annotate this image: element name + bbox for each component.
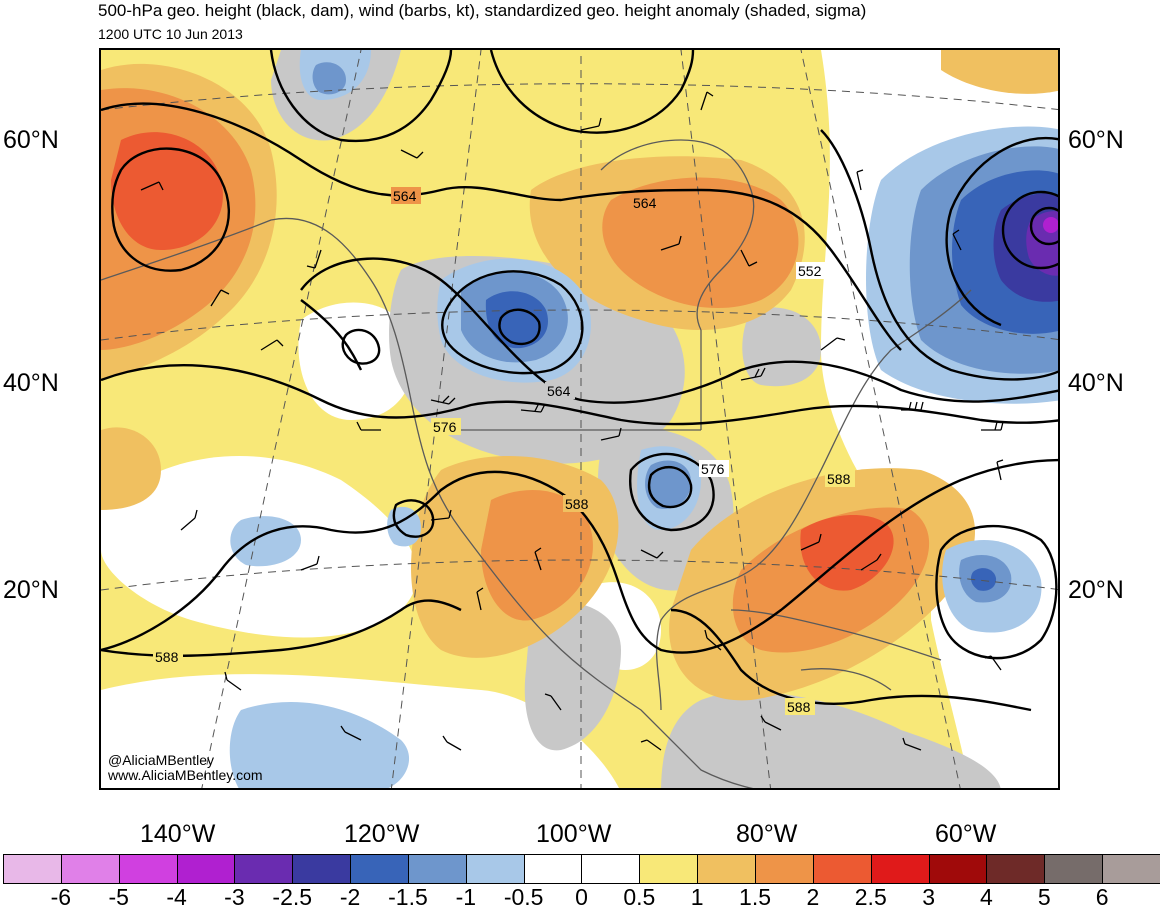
colorbar-tick-label: -6 [50, 884, 72, 910]
colorbar-swatch [235, 855, 294, 883]
anomaly-negative-minimum [970, 568, 997, 591]
anomaly-negative-minimum [1043, 217, 1058, 233]
map-canvas: 564 564 552 564 576 576 588 588 588 588 [101, 50, 1058, 788]
colorbar-swatch [1045, 855, 1104, 883]
colorbar-tick-label: -1.5 [388, 884, 428, 910]
wind-barbs [140, 91, 1004, 751]
colorbar-swatch [929, 855, 988, 883]
colorbar-tick-label: 1 [690, 884, 704, 910]
colorbar-tick-label: 2 [806, 884, 820, 910]
colorbar-tick-label: 3 [922, 884, 935, 910]
lat-label-40n-right: 40°N [1068, 369, 1124, 397]
contour-label: 588 [565, 496, 589, 512]
colorbar-swatch [351, 855, 409, 883]
colorbar-swatch [640, 855, 699, 883]
anomaly-positive-region [941, 50, 1058, 94]
colorbar-tick-label: 4 [980, 884, 993, 910]
contour-label: 576 [433, 419, 457, 435]
anomaly-positive-maximum [111, 132, 223, 250]
lon-label-80w: 80°W [736, 820, 798, 848]
height-contours [101, 50, 1058, 712]
contour-label: 588 [155, 649, 179, 665]
contour-label: 564 [633, 195, 657, 211]
colorbar-tick-label: -1 [455, 884, 477, 910]
colorbar [3, 854, 1160, 884]
colorbar-swatch [177, 855, 236, 883]
anomaly-negative-region [229, 701, 410, 788]
gray-mask-region [742, 307, 821, 387]
anomaly-positive-region [101, 427, 161, 510]
lat-label-20n-right: 20°N [1068, 576, 1124, 604]
colorbar-tick-label: -4 [166, 884, 187, 910]
colorbar-swatch [755, 855, 814, 883]
colorbar-tick-label: -2.5 [272, 884, 313, 910]
colorbar-swatch [524, 855, 583, 883]
contour-label: 564 [547, 383, 571, 399]
lon-label-60w: 60°W [935, 820, 997, 848]
colorbar-swatch [119, 855, 178, 883]
colorbar-tick-label: 0.5 [623, 884, 656, 910]
lat-label-60n-right: 60°N [1068, 126, 1124, 154]
contour-label: 588 [787, 699, 811, 715]
lon-label-120w: 120°W [344, 820, 420, 848]
colorbar-swatch [293, 855, 352, 883]
contour-label: 588 [827, 471, 851, 487]
lat-label-60n-left: 60°N [3, 126, 59, 154]
anomaly-positive-region [481, 490, 593, 621]
contour-label: 576 [701, 461, 725, 477]
colorbar-tick-label: 6 [1095, 884, 1109, 910]
colorbar-tick-label: -2 [339, 884, 361, 910]
gray-mask-region [661, 691, 1001, 788]
anomaly-positive-maximum [800, 515, 894, 591]
colorbar-swatch [4, 855, 62, 883]
colorbar-swatch [698, 855, 756, 883]
map-panel: 564 564 552 564 576 576 588 588 588 588 [99, 48, 1060, 790]
contour-labels: 564 564 552 564 576 576 588 588 588 588 [153, 187, 855, 715]
colorbar-swatch [582, 855, 641, 883]
colorbar-tick-label: 2.5 [854, 884, 887, 910]
contour-label: 564 [393, 188, 417, 204]
coastline [101, 139, 972, 788]
colorbar-tick-label: -5 [108, 884, 129, 910]
lon-label-100w: 100°W [536, 820, 612, 848]
colorbar-tick-label: -3 [224, 884, 245, 910]
anomaly-negative-region [645, 460, 691, 509]
colorbar-tick-label: 0 [575, 884, 588, 910]
colorbar-swatch [871, 855, 930, 883]
colorbar-swatch [1103, 855, 1160, 883]
lat-label-20n-left: 20°N [3, 576, 59, 604]
credit-url: www.AliciaMBentley.com [108, 767, 263, 783]
colorbar-swatch [466, 855, 525, 883]
colorbar-swatch [61, 855, 120, 883]
gray-mask-region [524, 602, 621, 751]
valid-time: 1200 UTC 10 Jun 2013 [98, 26, 243, 42]
colorbar-tick-label: 5 [1037, 884, 1051, 910]
lat-label-40n-left: 40°N [3, 369, 59, 397]
colorbar-tick-label: 1.5 [739, 884, 772, 910]
chart-title: 500-hPa geo. height (black, dam), wind (… [98, 1, 867, 20]
anomaly-negative-region [312, 62, 346, 95]
lon-label-140w: 140°W [140, 820, 216, 848]
credit-handle: @AliciaMBentley [108, 752, 215, 768]
contour-label: 552 [798, 263, 822, 279]
colorbar-swatch [813, 855, 872, 883]
colorbar-swatch [987, 855, 1046, 883]
colorbar-swatch [408, 855, 467, 883]
colorbar-tick-label: -0.5 [503, 884, 544, 910]
